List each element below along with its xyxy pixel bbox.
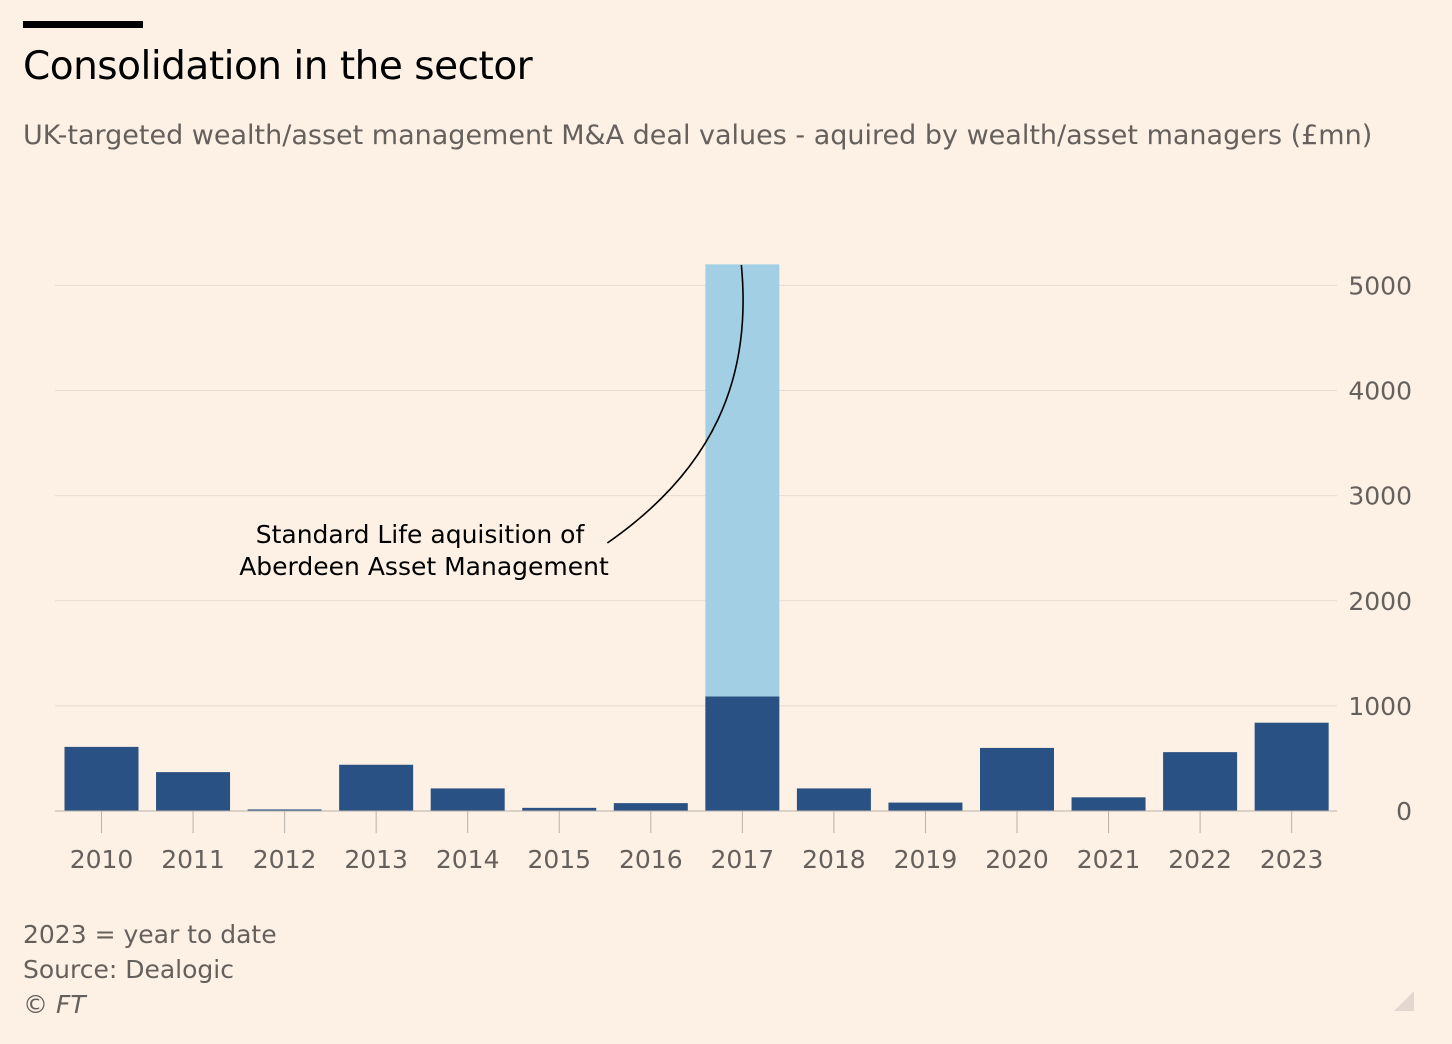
y-tick-label: 3000 [1348, 482, 1412, 511]
bar-2018 [796, 788, 871, 811]
footnote: 2023 = year to date [23, 920, 277, 949]
bar-2019 [888, 802, 963, 811]
x-tick-label: 2018 [802, 845, 866, 874]
bar-2021 [1071, 797, 1146, 811]
x-tick-label: 2017 [711, 845, 775, 874]
annotation: Standard Life aquisition of Aberdeen Asse… [239, 264, 744, 581]
bar-2016 [613, 803, 688, 811]
bar-chart: 2010 2011 2012 2013 2014 2015 2016 2017 2018 2019… [55, 264, 1412, 874]
x-tick-label: 2014 [436, 845, 500, 874]
bar-2010 [64, 746, 139, 811]
bar-2014 [430, 788, 505, 811]
chart-title: Consolidation in the sector [23, 44, 533, 89]
x-tick-label: 2023 [1260, 845, 1324, 874]
x-tick-label: 2016 [619, 845, 683, 874]
source-note: Source: Dealogic [23, 955, 234, 984]
annotation-text-line: Standard Life aquisition of [256, 520, 586, 549]
y-tick-label: 1000 [1348, 692, 1412, 721]
x-tick-label: 2011 [161, 845, 225, 874]
y-tick-label: 4000 [1348, 377, 1412, 406]
bar-2023 [1254, 722, 1329, 811]
x-tick-label: 2022 [1168, 845, 1232, 874]
bar-2012 [247, 809, 322, 811]
footer: 2023 = year to date Source: Dealogic © F… [23, 917, 277, 1022]
bar-2017 [705, 696, 780, 811]
y-tick-label: 0 [1396, 797, 1412, 826]
bar-2017-highlight [705, 264, 780, 697]
y-tick-label: 2000 [1348, 587, 1412, 616]
annotation-text-line: Aberdeen Asset Management [239, 552, 609, 581]
chart-subtitle: UK-targeted wealth/asset management M&A … [23, 120, 1373, 151]
bar-2011 [156, 772, 231, 811]
bar-2020 [980, 747, 1054, 811]
x-tick-label: 2015 [527, 845, 591, 874]
x-tick-label: 2020 [985, 845, 1049, 874]
x-axis: 2010 2011 2012 2013 2014 2015 2016 2017 2018 2019… [55, 810, 1337, 874]
bar-2013 [339, 764, 414, 811]
bars [64, 264, 1329, 811]
copyright: © FT [23, 990, 86, 1019]
x-tick-label: 2010 [70, 845, 134, 874]
gridlines [55, 284, 1337, 707]
x-tick-label: 2019 [894, 845, 958, 874]
x-tick-label: 2013 [344, 845, 408, 874]
bar-2015 [522, 807, 597, 811]
y-axis: 0 1000 2000 3000 4000 5000 [1348, 271, 1412, 826]
bar-2022 [1163, 752, 1238, 811]
annotation-connector [606, 264, 744, 544]
x-tick-label: 2021 [1077, 845, 1141, 874]
resize-corner-icon [1394, 991, 1414, 1011]
y-tick-label: 5000 [1348, 271, 1412, 300]
x-tick-label: 2012 [253, 845, 317, 874]
top-rule [23, 21, 143, 28]
